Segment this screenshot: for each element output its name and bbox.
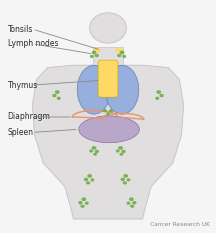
Ellipse shape (129, 197, 134, 201)
Ellipse shape (156, 90, 161, 94)
Ellipse shape (115, 48, 122, 53)
Ellipse shape (84, 178, 88, 181)
Ellipse shape (57, 97, 61, 100)
Ellipse shape (86, 181, 90, 185)
Text: Spleen: Spleen (8, 128, 33, 137)
Ellipse shape (81, 197, 86, 201)
Ellipse shape (121, 178, 125, 181)
Ellipse shape (116, 149, 120, 153)
Ellipse shape (79, 116, 139, 143)
Ellipse shape (130, 205, 134, 208)
Ellipse shape (92, 51, 96, 54)
Ellipse shape (127, 178, 130, 182)
Ellipse shape (52, 94, 57, 97)
Ellipse shape (106, 112, 110, 115)
Ellipse shape (90, 13, 126, 43)
Text: Diaphragm: Diaphragm (8, 113, 50, 121)
Ellipse shape (80, 205, 85, 208)
Polygon shape (93, 47, 123, 65)
Ellipse shape (155, 97, 159, 100)
FancyBboxPatch shape (98, 60, 118, 97)
Ellipse shape (55, 90, 60, 94)
Ellipse shape (120, 51, 124, 54)
Ellipse shape (122, 55, 126, 58)
Ellipse shape (85, 202, 89, 205)
Ellipse shape (123, 174, 128, 178)
Text: Tonsils: Tonsils (8, 25, 33, 34)
Ellipse shape (121, 150, 126, 153)
Ellipse shape (91, 178, 94, 182)
Ellipse shape (109, 109, 113, 113)
Text: Thymus: Thymus (8, 81, 38, 89)
Polygon shape (32, 65, 184, 219)
Ellipse shape (103, 109, 107, 113)
Ellipse shape (117, 54, 121, 57)
Ellipse shape (127, 202, 130, 205)
Ellipse shape (132, 201, 137, 205)
Ellipse shape (87, 174, 92, 178)
Ellipse shape (89, 149, 93, 153)
Ellipse shape (92, 146, 96, 150)
Ellipse shape (95, 54, 99, 57)
Text: Cancer Research UK: Cancer Research UK (150, 222, 210, 227)
Ellipse shape (77, 65, 111, 114)
Ellipse shape (159, 94, 164, 97)
Ellipse shape (95, 150, 99, 153)
Text: Lymph nodes: Lymph nodes (8, 39, 58, 48)
Ellipse shape (94, 48, 101, 53)
Ellipse shape (78, 201, 83, 205)
Ellipse shape (93, 153, 97, 156)
Ellipse shape (119, 153, 123, 156)
Ellipse shape (123, 181, 127, 185)
Ellipse shape (118, 146, 123, 150)
Ellipse shape (105, 65, 139, 114)
Ellipse shape (90, 55, 94, 58)
